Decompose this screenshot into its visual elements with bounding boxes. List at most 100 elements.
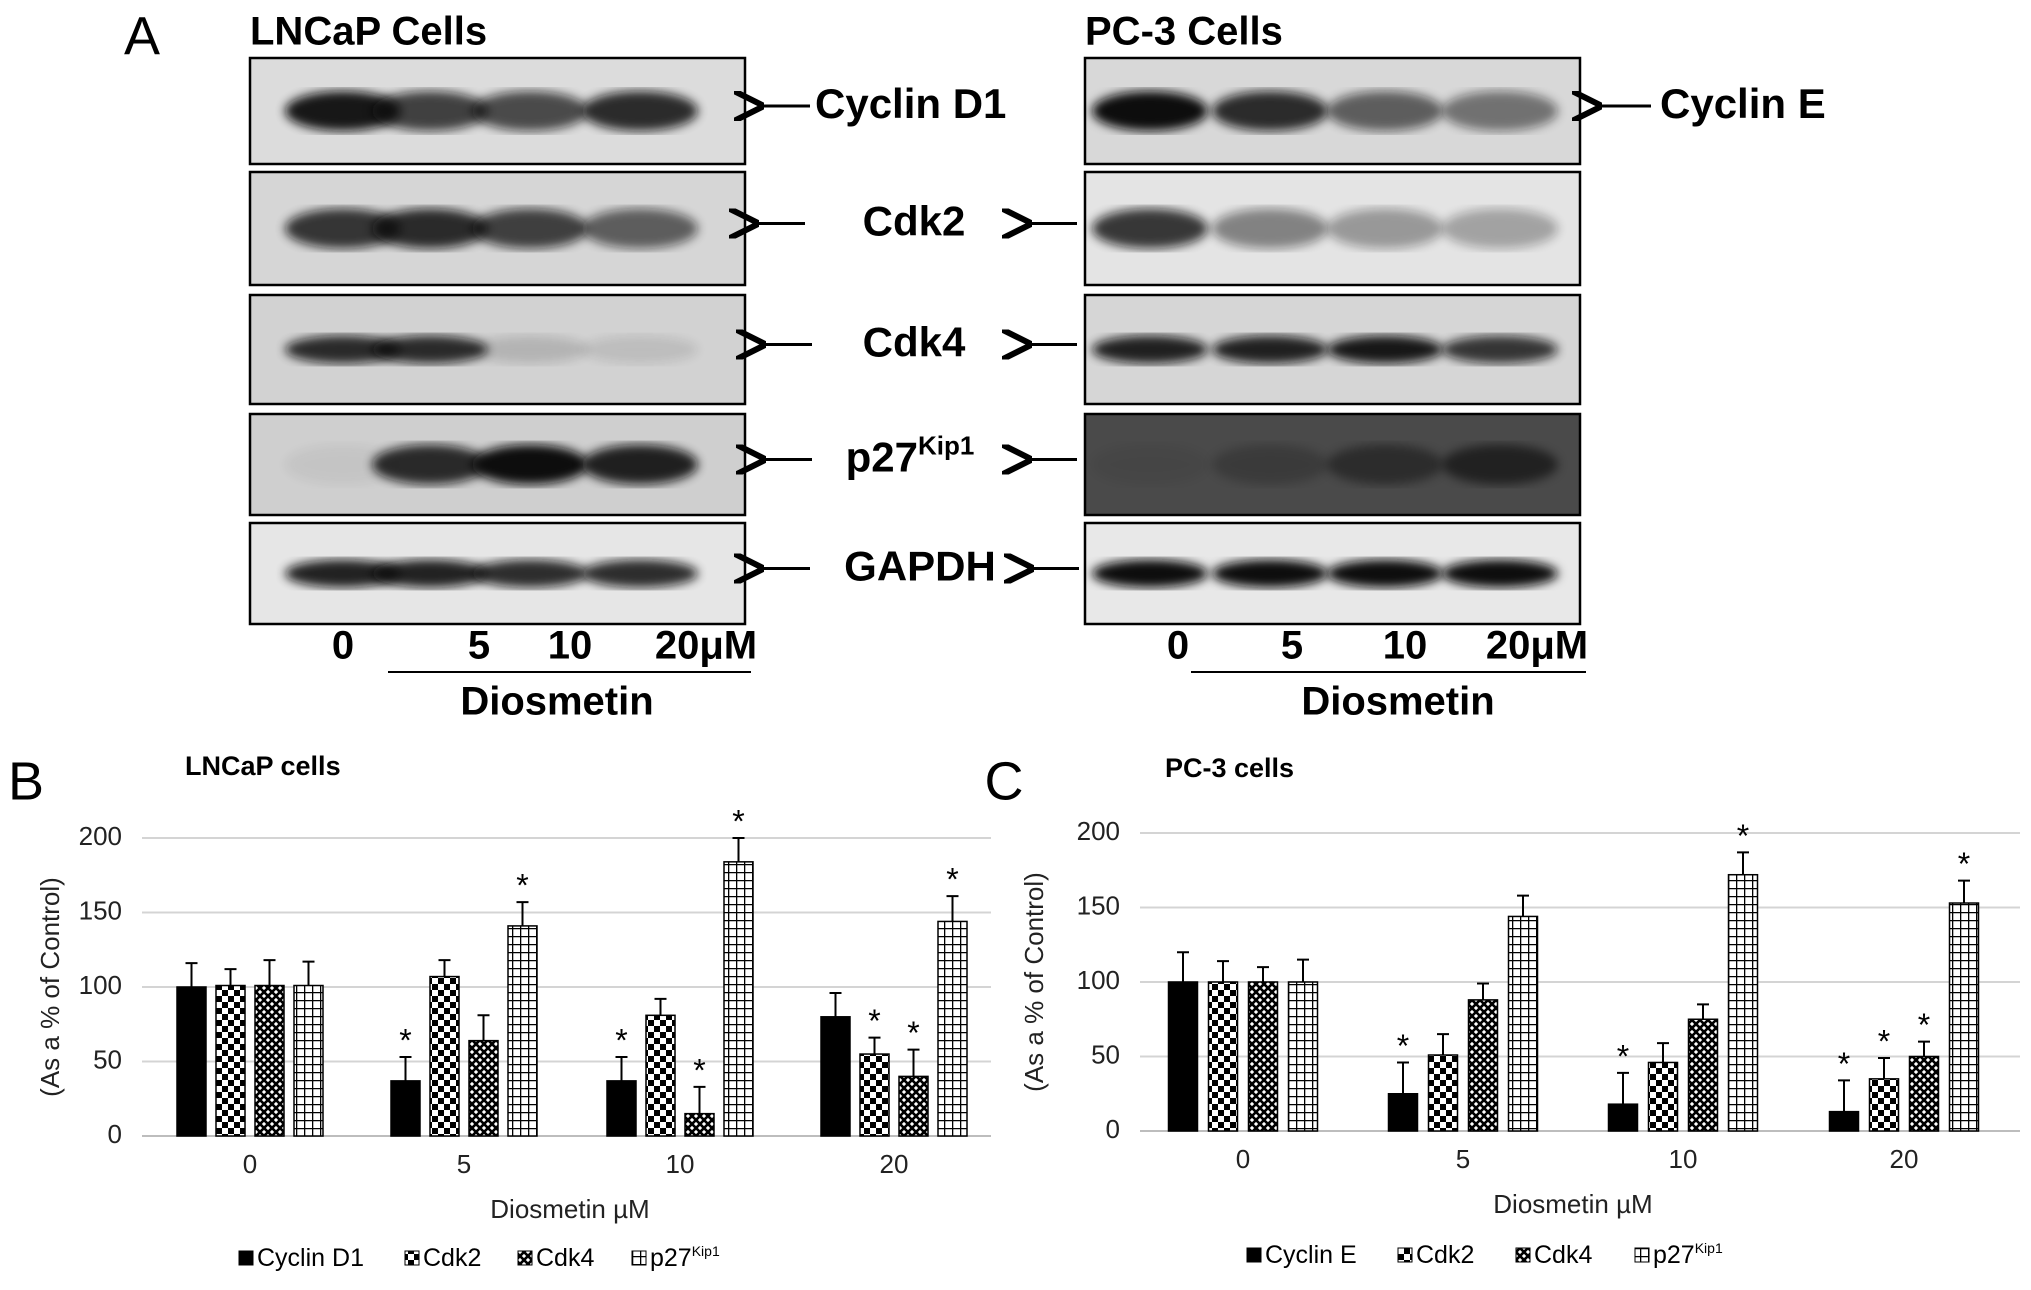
blot-band [1212, 444, 1328, 485]
protein-label-main: Cyclin E [1660, 80, 1826, 127]
y-tick-label: 100 [1077, 965, 1120, 995]
y-axis-label: (As a % of Control) [35, 877, 65, 1097]
significance-star: * [615, 1022, 627, 1058]
bar [1207, 981, 1239, 1132]
y-tick-label: 50 [93, 1044, 122, 1074]
x-axis-label: Diosmetin µM [1493, 1189, 1652, 1219]
bar [1387, 1093, 1419, 1132]
protein-label-main: GAPDH [844, 543, 996, 590]
error-bar [185, 962, 198, 987]
blot-band [285, 559, 401, 588]
bar [429, 975, 460, 1137]
blot-band [582, 444, 698, 485]
error-bar [732, 837, 745, 862]
error-bar [438, 959, 451, 977]
error-bar [1177, 951, 1189, 982]
blot-band [1092, 444, 1208, 485]
lane-label: 5 [1281, 624, 1303, 668]
legend-swatch [1515, 1247, 1531, 1263]
bar [1467, 999, 1499, 1132]
bar [859, 1053, 890, 1137]
blot-band [372, 91, 488, 131]
blot-band [582, 335, 698, 364]
legend-swatch [1246, 1247, 1262, 1263]
legend-label-main: Cdk2 [1416, 1241, 1474, 1269]
blot-band [1442, 208, 1558, 249]
blot-band [1212, 208, 1328, 249]
significance-star: * [1617, 1038, 1629, 1074]
lane-label: 20μM [655, 624, 757, 668]
x-tick-label: 5 [1456, 1144, 1470, 1174]
legend-label: Cdk2 [423, 1244, 481, 1272]
blot-band [582, 208, 698, 249]
protein-label-main: Cdk4 [863, 319, 966, 366]
bar [254, 984, 285, 1137]
protein-label: Cdk2 [863, 198, 966, 245]
x-tick-label: 5 [457, 1149, 471, 1179]
chart-title: LNCaP cells [185, 751, 341, 781]
x-tick-label: 10 [1669, 1144, 1698, 1174]
blot-band [285, 444, 401, 485]
bar [468, 1039, 499, 1137]
blot-band [472, 335, 588, 364]
blot-band [1442, 91, 1558, 131]
legend-label-superscript: Kip1 [1695, 1240, 1723, 1256]
significance-star: * [516, 868, 528, 904]
blot-band [472, 559, 588, 588]
error-bar [1878, 1056, 1890, 1079]
y-tick-label: 50 [1091, 1039, 1120, 1069]
bar [723, 861, 754, 1137]
legend-label: p27Kip1 [650, 1243, 720, 1272]
blot-band [472, 208, 588, 249]
legend-swatch [238, 1250, 254, 1266]
y-tick-label: 100 [79, 970, 122, 1000]
legend-swatch [1397, 1247, 1413, 1263]
error-bar [224, 968, 237, 986]
lane-label: 10 [1383, 624, 1428, 668]
significance-star: * [399, 1022, 411, 1058]
blot-band [285, 335, 401, 364]
legend-swatch [404, 1250, 420, 1266]
bar [215, 984, 246, 1137]
error-bar [1297, 958, 1309, 982]
bar [1507, 915, 1539, 1132]
bar [1247, 981, 1279, 1132]
legend-label: Cyclin E [1265, 1241, 1357, 1269]
legend-label-main: p27 [1653, 1241, 1695, 1269]
bar [937, 920, 968, 1137]
blot-band [1092, 335, 1208, 364]
bar [1727, 873, 1759, 1132]
y-tick-label: 0 [1106, 1114, 1120, 1144]
y-axis-label: (As a % of Control) [1019, 872, 1049, 1092]
lane-label: 20μM [1486, 624, 1588, 668]
y-tick-label: 150 [1077, 890, 1120, 920]
bar [293, 984, 324, 1137]
bar [507, 925, 538, 1137]
bar [645, 1014, 676, 1137]
blot-title: PC-3 Cells [1085, 10, 1283, 54]
legend-label-main: Cdk4 [536, 1244, 594, 1272]
significance-star: * [1838, 1046, 1850, 1082]
error-bar [654, 997, 667, 1016]
blot-band [372, 559, 488, 588]
legend-label-main: Cyclin D1 [257, 1244, 364, 1272]
error-bar [302, 960, 315, 986]
x-tick-label: 0 [1236, 1144, 1250, 1174]
significance-star: * [1878, 1023, 1890, 1059]
blot-band [1212, 559, 1328, 588]
error-bar [263, 959, 276, 986]
y-tick-label: 0 [108, 1119, 122, 1149]
legend-label: Cyclin D1 [257, 1244, 364, 1272]
legend-label: Cdk4 [536, 1244, 594, 1272]
significance-star: * [1737, 818, 1749, 854]
x-tick-label: 0 [243, 1149, 257, 1179]
bar [1868, 1078, 1900, 1132]
bar [1948, 902, 1980, 1132]
legend-label: Cdk2 [1416, 1241, 1474, 1269]
blot-band [1327, 444, 1443, 485]
error-bar [615, 1056, 628, 1081]
error-bar [1657, 1042, 1669, 1063]
blot-band [1212, 335, 1328, 364]
legend-label-main: Cdk2 [423, 1244, 481, 1272]
